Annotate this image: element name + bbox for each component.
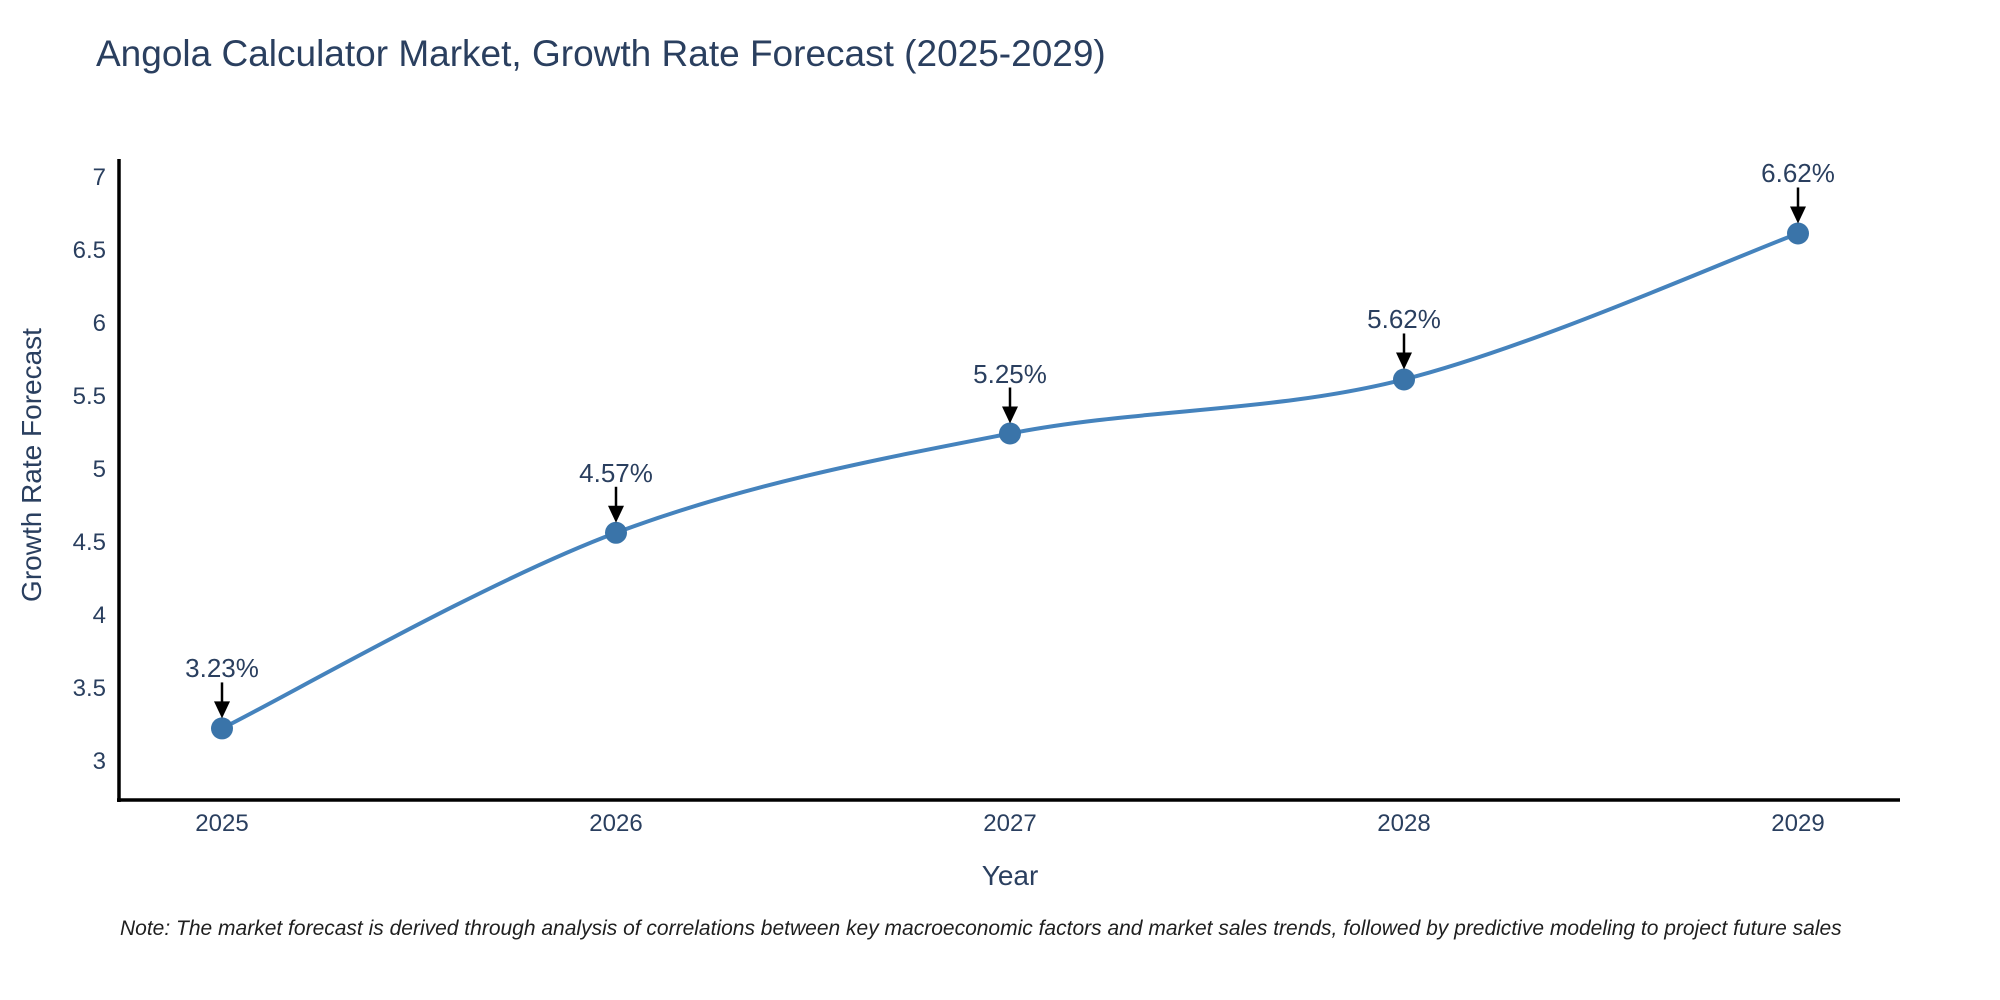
x-tick-label: 2026: [589, 810, 643, 837]
point-value-label: 6.62%: [1761, 158, 1835, 189]
data-point-marker: [605, 521, 627, 544]
annotation-arrow-head: [608, 505, 624, 523]
data-point-marker: [211, 717, 233, 740]
point-value-label: 3.23%: [185, 653, 259, 684]
y-axis-title: Growth Rate Forecast: [16, 328, 47, 602]
x-tick-label: 2028: [1377, 810, 1431, 837]
y-tick-label: 4: [92, 602, 106, 629]
x-tick-label: 2025: [195, 810, 249, 837]
point-value-label: 4.57%: [579, 457, 653, 488]
point-value-label: 5.25%: [973, 358, 1047, 389]
annotation-arrow-head: [214, 701, 230, 719]
y-tick-label: 5.5: [72, 383, 106, 410]
y-tick-label: 4.5: [72, 529, 106, 556]
y-tick-label: 5: [92, 456, 106, 483]
data-point-marker: [999, 422, 1021, 445]
y-tick-label: 3.5: [72, 675, 106, 702]
annotation-arrow-head: [1002, 406, 1018, 424]
data-point-marker: [1787, 222, 1809, 245]
annotation-arrow-head: [1396, 352, 1412, 370]
x-axis-title: Year: [981, 860, 1039, 891]
forecast-line: [220, 231, 1800, 731]
chart-title: Angola Calculator Market, Growth Rate Fo…: [96, 33, 1106, 74]
x-tick-label: 2027: [983, 810, 1037, 837]
x-tick-label: 2029: [1771, 810, 1825, 837]
data-point-marker: [1393, 368, 1415, 391]
y-tick-label: 6: [92, 310, 106, 337]
y-tick-label: 7: [92, 164, 106, 191]
chart-note: Note: The market forecast is derived thr…: [120, 917, 1842, 940]
annotation-arrow-head: [1790, 206, 1806, 224]
y-tick-label: 6.5: [72, 237, 106, 264]
y-tick-label: 3: [92, 748, 106, 775]
point-value-label: 5.62%: [1367, 304, 1441, 335]
